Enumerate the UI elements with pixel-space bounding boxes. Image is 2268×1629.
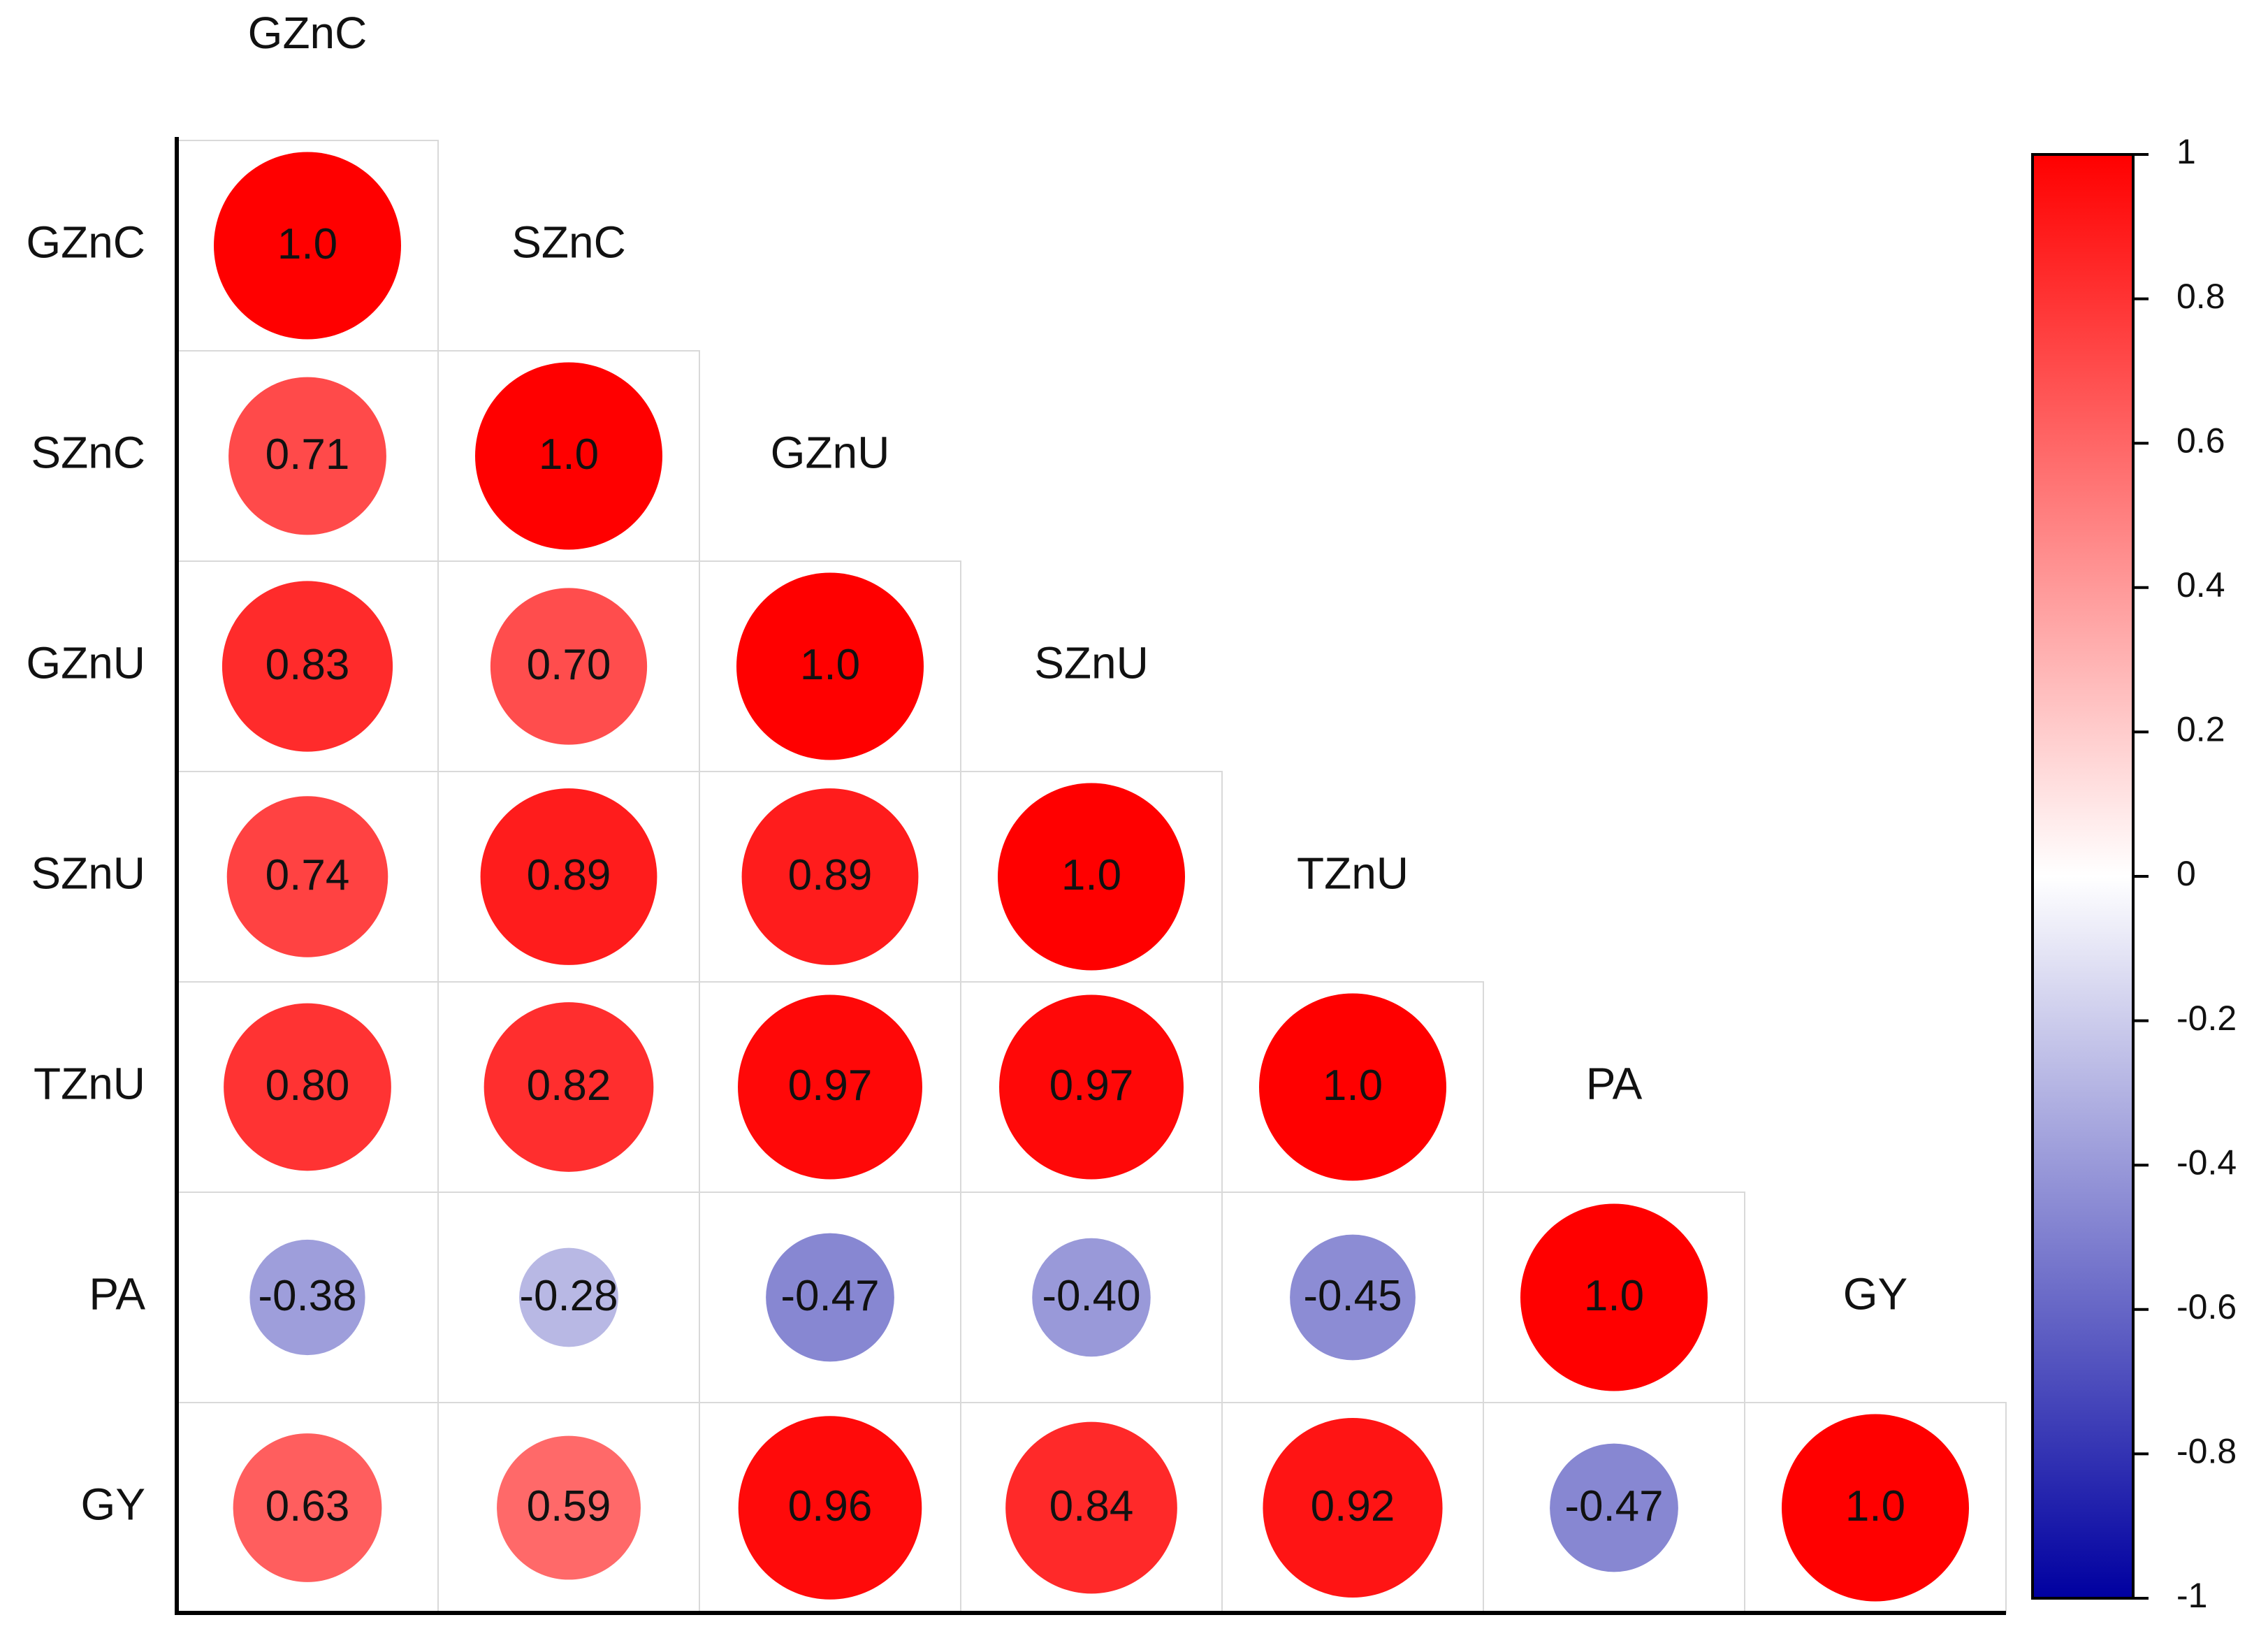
column-label: GY bbox=[1843, 1268, 1907, 1319]
row-label: PA bbox=[89, 1268, 145, 1319]
value-label: 1.0 bbox=[1061, 851, 1121, 899]
correlation-circle bbox=[249, 1239, 365, 1356]
value-label: 0.97 bbox=[1049, 1062, 1134, 1110]
correlation-circle bbox=[1520, 1203, 1708, 1391]
value-label: 1.0 bbox=[277, 220, 337, 268]
value-label: 0.82 bbox=[527, 1062, 611, 1110]
value-label: 0.97 bbox=[788, 1062, 873, 1110]
correlation-circle bbox=[736, 572, 924, 760]
correlation-circle bbox=[1782, 1414, 1969, 1602]
correlation-circle bbox=[490, 588, 648, 745]
value-label: 0.71 bbox=[266, 430, 350, 479]
value-label: -0.47 bbox=[1564, 1482, 1663, 1530]
correlation-circle bbox=[999, 994, 1184, 1180]
colorbar-tick-label: -0.6 bbox=[2176, 1287, 2237, 1326]
value-label: 0.96 bbox=[788, 1482, 873, 1530]
column-label: SZnC bbox=[511, 217, 626, 267]
value-label: 0.89 bbox=[527, 851, 611, 899]
correlation-circle bbox=[233, 1433, 382, 1582]
value-label: -0.40 bbox=[1042, 1272, 1140, 1320]
value-label: 1.0 bbox=[1323, 1062, 1383, 1110]
correlation-circle bbox=[226, 796, 388, 957]
colorbar-tick-label: -0.2 bbox=[2176, 999, 2237, 1038]
value-label: -0.45 bbox=[1303, 1272, 1402, 1320]
value-label: 0.70 bbox=[527, 641, 611, 689]
correlation-circle bbox=[228, 377, 386, 535]
column-label: PA bbox=[1586, 1058, 1643, 1108]
correlation-circle bbox=[1259, 993, 1446, 1181]
correlation-circle bbox=[1032, 1238, 1151, 1357]
correlation-circle bbox=[1005, 1421, 1177, 1594]
correlation-circle bbox=[1290, 1234, 1416, 1361]
correlation-circle bbox=[484, 1002, 654, 1172]
colorbar-tick-label: 0.2 bbox=[2176, 710, 2225, 749]
column-label: GZnU bbox=[771, 427, 890, 477]
correlation-circle bbox=[224, 1003, 391, 1171]
colorbar bbox=[2031, 153, 2135, 1600]
value-label: -0.38 bbox=[258, 1272, 356, 1320]
colorbar-tick-label: 0.8 bbox=[2176, 277, 2225, 316]
value-label: 0.84 bbox=[1049, 1482, 1134, 1530]
row-label: SZnU bbox=[31, 848, 145, 898]
colorbar-tick-label: 0.6 bbox=[2176, 421, 2225, 460]
value-label: 1.0 bbox=[539, 430, 599, 479]
row-label: GZnC bbox=[26, 217, 145, 267]
correlation-circle bbox=[738, 994, 922, 1180]
colorbar-tick-label: -0.4 bbox=[2176, 1143, 2237, 1182]
correlation-circle bbox=[221, 581, 393, 752]
value-label: 0.89 bbox=[788, 851, 873, 899]
colorbar-tick-label: 0.4 bbox=[2176, 565, 2225, 604]
value-label: 0.83 bbox=[266, 641, 350, 689]
correlation-circle bbox=[480, 788, 657, 965]
row-label: GY bbox=[81, 1479, 145, 1529]
column-label: TZnU bbox=[1297, 848, 1409, 898]
row-label: SZnC bbox=[31, 427, 145, 477]
colorbar-tick-label: -1 bbox=[2176, 1576, 2207, 1615]
correlation-circle bbox=[519, 1247, 618, 1347]
value-label: -0.28 bbox=[519, 1272, 618, 1320]
column-label: SZnU bbox=[1034, 637, 1149, 688]
correlation-circle bbox=[766, 1233, 894, 1362]
column-label: GZnC bbox=[248, 8, 368, 58]
value-label: 0.74 bbox=[266, 851, 350, 899]
correlation-circle bbox=[1550, 1443, 1678, 1572]
value-label: 1.0 bbox=[800, 641, 860, 689]
value-label: 1.0 bbox=[1584, 1272, 1644, 1320]
correlation-circle bbox=[741, 788, 919, 965]
value-label: 0.92 bbox=[1311, 1482, 1395, 1530]
value-label: 0.80 bbox=[266, 1062, 350, 1110]
correlation-circle bbox=[214, 152, 401, 340]
value-label: 0.59 bbox=[527, 1482, 611, 1530]
correlation-circle bbox=[475, 362, 662, 550]
correlation-circle bbox=[1263, 1417, 1443, 1598]
colorbar-tick-label: 1 bbox=[2176, 132, 2196, 171]
row-label: TZnU bbox=[34, 1058, 145, 1108]
colorbar-tick-label: 0 bbox=[2176, 854, 2196, 893]
correlation-circle bbox=[998, 783, 1185, 971]
value-label: 1.0 bbox=[1845, 1482, 1905, 1530]
colorbar-tick-label: -0.8 bbox=[2176, 1432, 2237, 1471]
correlation-circle bbox=[497, 1435, 641, 1580]
row-label: GZnU bbox=[26, 637, 145, 688]
value-label: 0.63 bbox=[266, 1482, 350, 1530]
value-label: -0.47 bbox=[780, 1272, 879, 1320]
correlation-circle bbox=[738, 1416, 922, 1600]
